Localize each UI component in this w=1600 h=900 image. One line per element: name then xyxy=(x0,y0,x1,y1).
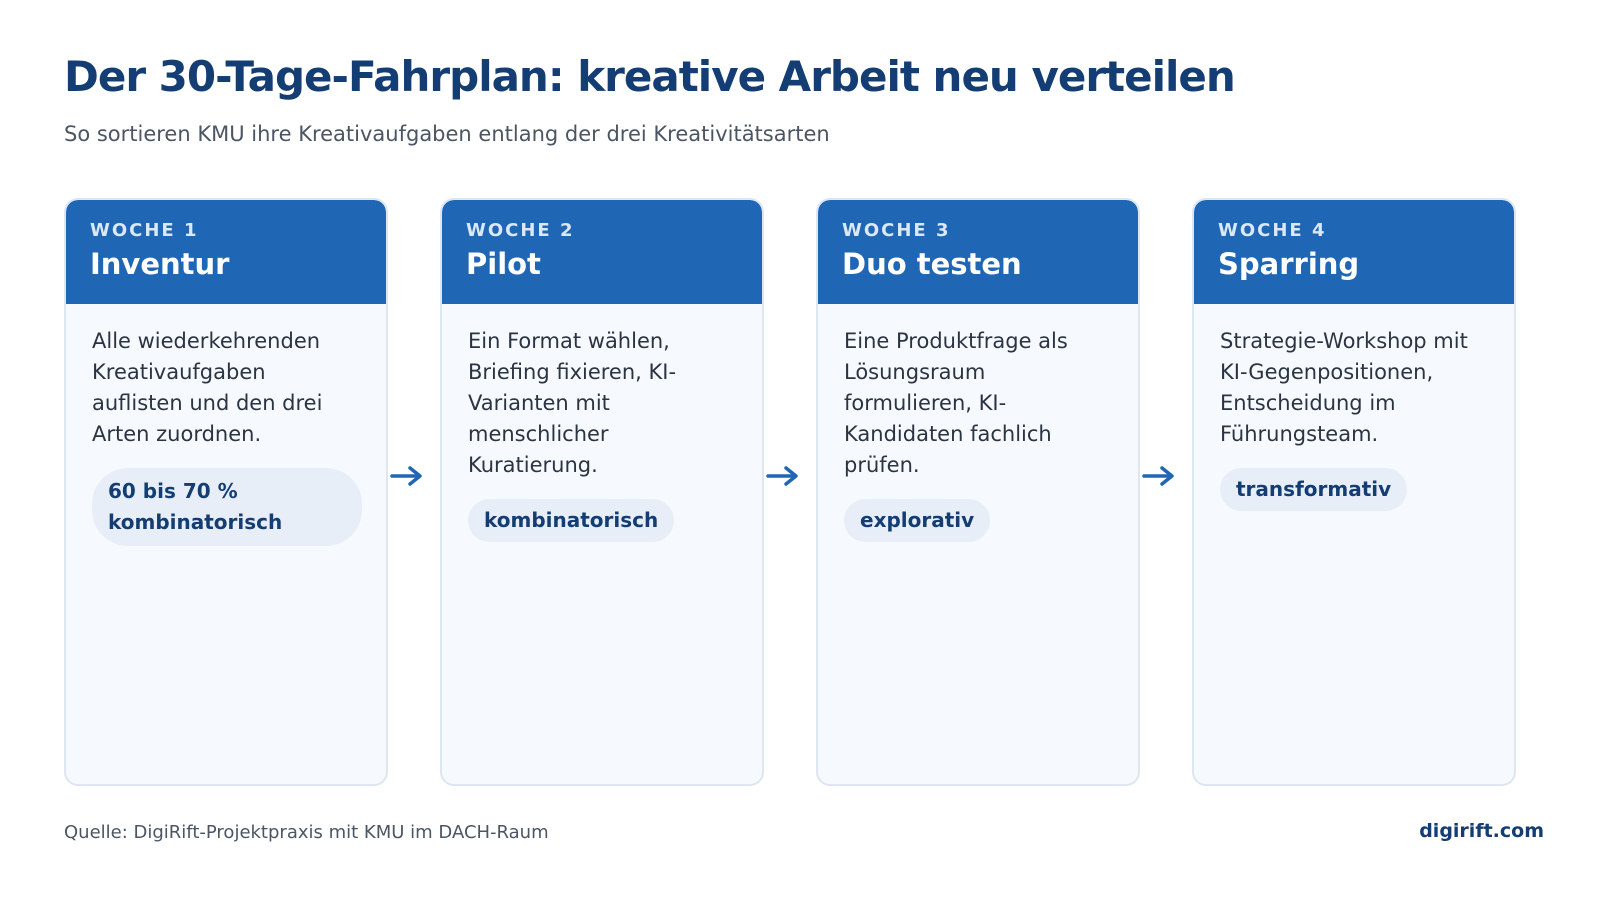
step-card-header: WOCHE 1 Inventur xyxy=(66,200,386,304)
page-subtitle: So sortieren KMU ihre Kreativaufgaben en… xyxy=(64,122,830,146)
brand-link[interactable]: digirift.com xyxy=(1419,820,1544,842)
phase-title: Inventur xyxy=(90,247,230,281)
step-card-week-4: WOCHE 4 Sparring Strategie-Workshop mit … xyxy=(1192,198,1516,786)
phase-title: Pilot xyxy=(466,247,541,281)
step-card-body: Alle wiederkehrenden Kreativaufgaben auf… xyxy=(66,304,386,546)
step-card-week-3: WOCHE 3 Duo testen Eine Produktfrage als… xyxy=(816,198,1140,786)
source-note: Quelle: DigiRift-Projektpraxis mit KMU i… xyxy=(64,822,549,843)
week-label: WOCHE 1 xyxy=(90,220,199,241)
week-label: WOCHE 3 xyxy=(842,220,951,241)
step-card-body: Eine Produktfrage als Lösungsraum formul… xyxy=(818,304,1138,542)
step-card-week-2: WOCHE 2 Pilot Ein Format wählen, Briefin… xyxy=(440,198,764,786)
step-description: Ein Format wählen, Briefing fixieren, KI… xyxy=(468,329,677,477)
arrow-right-icon xyxy=(390,466,422,486)
step-card-header: WOCHE 4 Sparring xyxy=(1194,200,1514,304)
step-description: Eine Produktfrage als Lösungsraum formul… xyxy=(844,329,1068,477)
step-card-header: WOCHE 2 Pilot xyxy=(442,200,762,304)
phase-title: Duo testen xyxy=(842,247,1022,281)
step-description: Strategie-Workshop mit KI-Gegenpositione… xyxy=(1220,329,1468,446)
step-cards: WOCHE 1 Inventur Alle wiederkehrenden Kr… xyxy=(64,198,1544,786)
step-card-week-1: WOCHE 1 Inventur Alle wiederkehrenden Kr… xyxy=(64,198,388,786)
step-card-header: WOCHE 3 Duo testen xyxy=(818,200,1138,304)
step-description: Alle wiederkehrenden Kreativaufgaben auf… xyxy=(92,329,323,446)
arrow-right-icon xyxy=(1142,466,1174,486)
step-card-body: Strategie-Workshop mit KI-Gegenpositione… xyxy=(1194,304,1514,511)
week-label: WOCHE 4 xyxy=(1218,220,1327,241)
week-label: WOCHE 2 xyxy=(466,220,575,241)
page-title: Der 30-Tage-Fahrplan: kreative Arbeit ne… xyxy=(64,52,1236,101)
creativity-type-tag: explorativ xyxy=(844,499,991,542)
phase-title: Sparring xyxy=(1218,247,1360,281)
creativity-type-tag: transformativ xyxy=(1220,468,1408,511)
step-card-body: Ein Format wählen, Briefing fixieren, KI… xyxy=(442,304,762,542)
creativity-type-tag: 60 bis 70 % kombinatorisch xyxy=(92,468,362,546)
creativity-type-tag: kombinatorisch xyxy=(468,499,675,542)
arrow-right-icon xyxy=(766,466,798,486)
